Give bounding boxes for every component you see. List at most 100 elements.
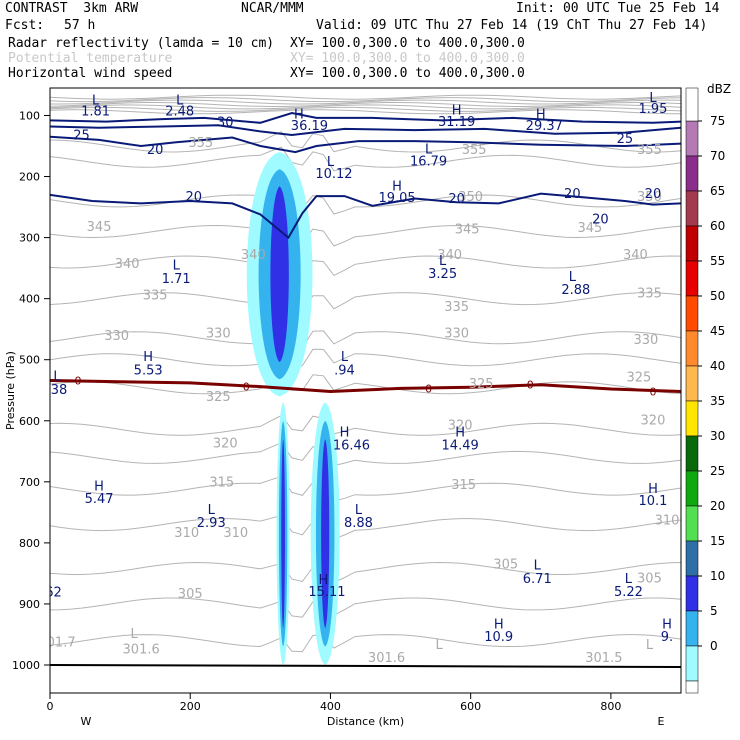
theta-label-23: 320 xyxy=(448,418,473,433)
theta-label-21: 325 xyxy=(627,371,652,386)
theta-contours xyxy=(50,94,681,653)
colorbar-swatch-25 xyxy=(685,470,699,507)
wind-extremum-label-43: 5.22 xyxy=(614,585,643,600)
theta-label-8: 340 xyxy=(115,257,140,272)
zero-dbz-label-1: 0 xyxy=(243,381,250,394)
wind-extremum-label-52: 9. xyxy=(661,630,673,645)
colorbar-label-75: 75 xyxy=(710,114,725,128)
theta-label-39: L xyxy=(646,638,654,653)
wind-contour-label-0: 30 xyxy=(217,115,234,130)
y-tick-label-2: 300 xyxy=(19,232,40,245)
wind-contour-label-2: 25 xyxy=(617,132,634,147)
theta-label-1: 355 xyxy=(462,143,487,158)
colorbar-top-swatch xyxy=(685,87,699,122)
colorbar-label-10: 10 xyxy=(710,569,725,583)
zero-dbz-label-3: 0 xyxy=(527,379,534,392)
theta-label-32: 305 xyxy=(637,572,662,587)
colorbar-label-30: 30 xyxy=(710,429,725,443)
theta-label-3: 350 xyxy=(458,190,483,205)
theta-label-25: 315 xyxy=(209,476,234,491)
theta-label-36: 301.5 xyxy=(585,651,622,666)
wind-extremum-label-7: 36.19 xyxy=(291,119,328,134)
x-tick-label-1: 200 xyxy=(180,700,201,713)
wind-extremum-label-40: L xyxy=(534,559,542,574)
field-reflectivity-xy: XY= 100.0,300.0 to 400.0,300.0 xyxy=(290,36,525,51)
wind-extremum-label-30: H xyxy=(340,426,350,441)
wind-extremum-label-19: 1.71 xyxy=(162,272,191,287)
colorbar-swatch-10 xyxy=(685,575,699,612)
wind-extremum-label-45: 15.11 xyxy=(308,585,345,600)
wind-speed-contours xyxy=(50,111,681,240)
wind-extremum-label-16: H xyxy=(392,180,402,195)
wind-extremum-label-32: H xyxy=(455,426,465,441)
theta-label-34: 301.6 xyxy=(123,642,160,657)
theta-label-0: 355 xyxy=(188,136,213,151)
colorbar-swatch-75 xyxy=(685,120,699,157)
theta-line xyxy=(50,414,681,436)
wind-contour-label-4: 20 xyxy=(185,190,202,205)
field-theta-xy: XY= 100.0,300.0 to 400.0,300.0 xyxy=(290,51,525,66)
wind-extremum-label-4: L xyxy=(649,91,657,106)
field-reflectivity-name: Radar reflectivity (lamda = 10 cm) xyxy=(8,36,275,51)
theta-label-2: 355 xyxy=(637,143,662,158)
wind-extremum-label-22: L xyxy=(569,270,577,285)
wind-extremum-label-12: L xyxy=(425,142,433,157)
colorbar-swatch-40 xyxy=(685,365,699,402)
zero-dbz-line xyxy=(50,379,681,394)
wind-extremum-label-41: 6.71 xyxy=(523,572,552,587)
wind-extremum-label-1: 1.81 xyxy=(81,104,110,119)
contour-labels: 355 355 355 350 350 345 345 345 340 340 340 340 335 3… xyxy=(50,91,679,666)
theta-label-18: 330 xyxy=(634,333,659,348)
wind-contour-2 xyxy=(50,135,681,154)
zero-dbz-contour xyxy=(50,379,681,394)
forecast-label: Fcst: xyxy=(5,18,45,33)
colorbar-swatch-35 xyxy=(685,400,699,437)
wind-extremum-label-34: H xyxy=(94,479,104,494)
x-tick-label-4: 800 xyxy=(600,700,621,713)
theta-label-28: 310 xyxy=(223,526,248,541)
colorbar-label-50: 50 xyxy=(710,289,725,303)
y-tick-label-5: 600 xyxy=(19,415,40,428)
x-end-label-right: E xyxy=(658,715,665,728)
theta-line xyxy=(50,97,681,103)
zero-dbz-label-4: 0 xyxy=(649,385,656,398)
org-label: NCAR/MMM xyxy=(241,1,304,16)
wind-contour-label-5: 20 xyxy=(448,192,465,207)
theta-line xyxy=(50,515,681,540)
wind-extremum-label-50: 10.9 xyxy=(484,630,513,645)
colorbar-swatch-65 xyxy=(685,190,699,227)
y-tick-label-6: 700 xyxy=(19,476,40,489)
wind-extremum-label-38: L xyxy=(355,503,363,518)
wind-extremum-label-11: 29.37 xyxy=(526,119,563,134)
x-end-label-left: W xyxy=(81,715,92,728)
theta-label-20: 325 xyxy=(469,377,494,392)
field-theta-name: Potential temperature xyxy=(8,51,173,66)
theta-line xyxy=(50,634,681,653)
theta-label-38: L xyxy=(435,638,443,653)
reflectivity-cell-1-shade-2 xyxy=(281,439,285,629)
theta-label-35: 301.6 xyxy=(368,651,405,666)
colorbar-label-40: 40 xyxy=(710,359,725,373)
wind-extremum-label-0: L xyxy=(92,93,100,108)
field-wind-name: Horizontal wind speed xyxy=(8,66,173,81)
colorbar-bottom-swatch xyxy=(685,680,699,694)
forecast-hour: 57 h xyxy=(64,18,96,33)
theta-line xyxy=(50,374,681,395)
theta-label-9: 340 xyxy=(241,248,266,263)
theta-label-37: L xyxy=(131,627,139,642)
theta-line xyxy=(50,109,681,115)
theta-label-17: 330 xyxy=(444,327,469,342)
theta-line xyxy=(50,99,681,105)
colorbar-swatch-50 xyxy=(685,295,699,332)
field-wind-xy: XY= 100.0,300.0 to 400.0,300.0 xyxy=(290,66,525,81)
wind-extremum-label-5: 1.95 xyxy=(638,102,667,117)
colorbar-unit: dBZ xyxy=(707,82,731,96)
wind-extremum-label-36: L xyxy=(208,503,216,518)
reflectivity-cell-2-shade-2 xyxy=(321,439,330,629)
colorbar-label-5: 5 xyxy=(710,604,718,618)
wind-extremum-label-35: 5.47 xyxy=(85,492,114,507)
theta-label-11: 340 xyxy=(623,248,648,263)
colorbar-swatch-60 xyxy=(685,225,699,262)
